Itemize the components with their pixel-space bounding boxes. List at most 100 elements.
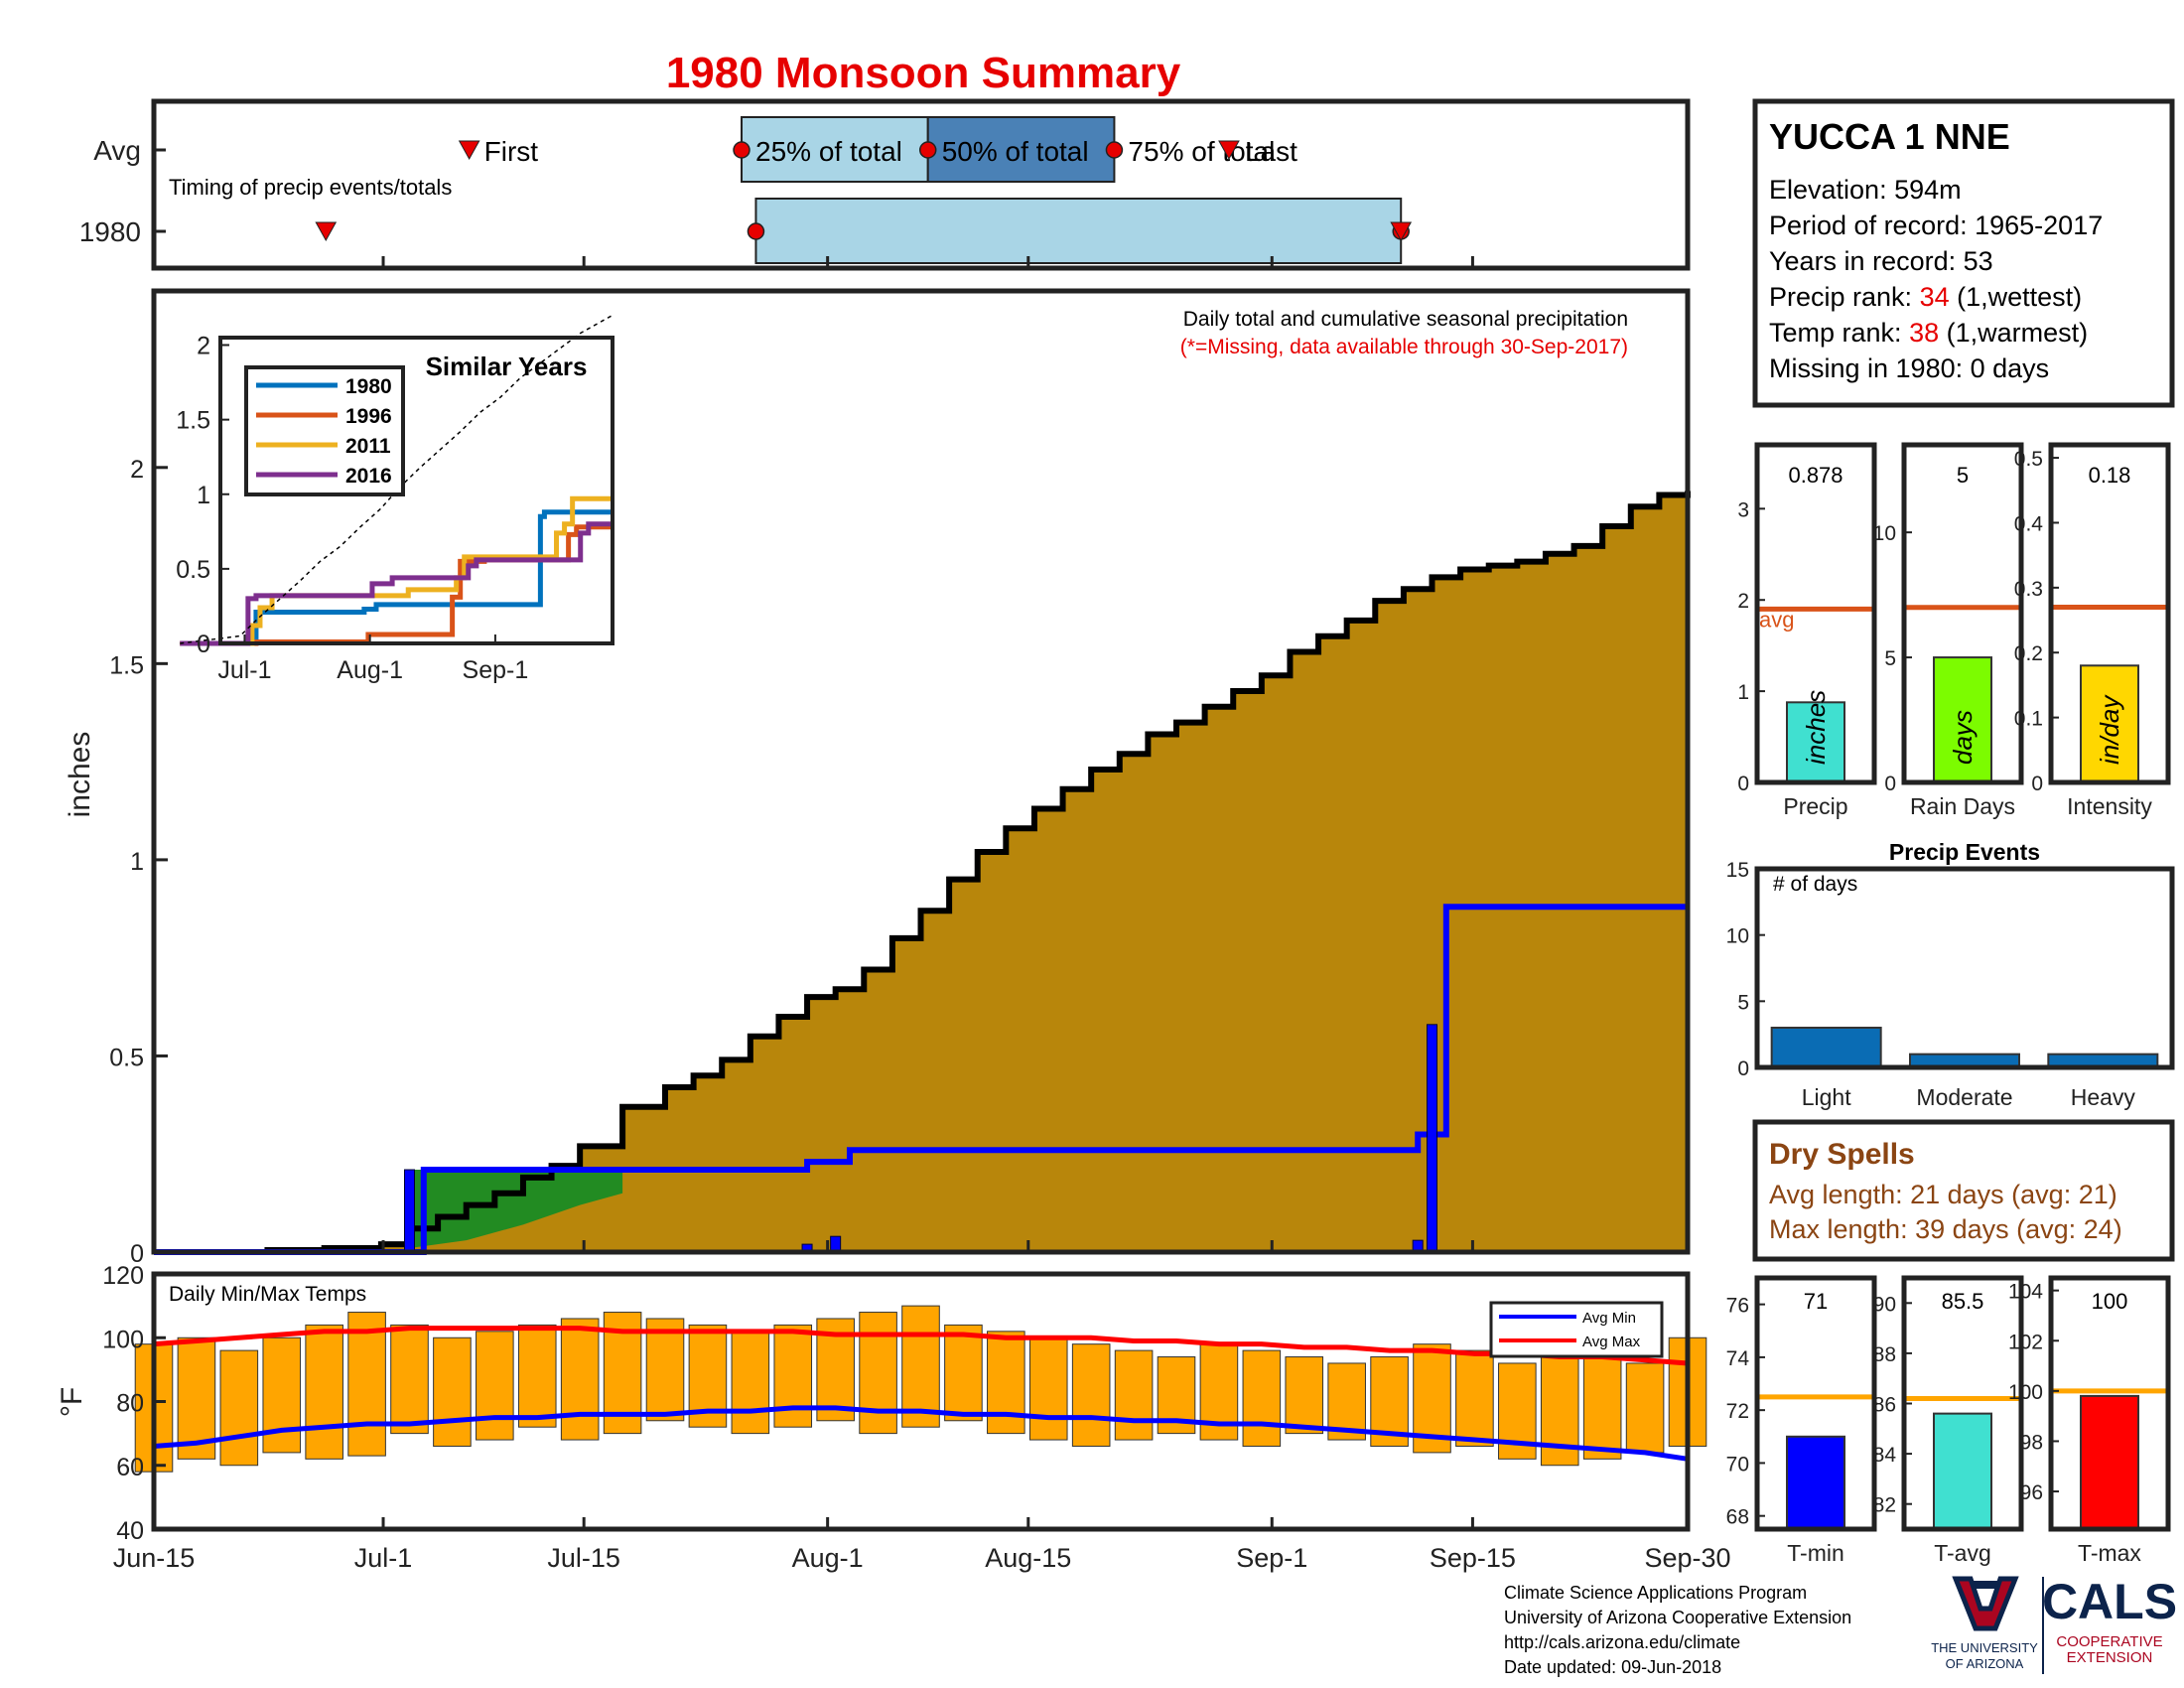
daily-temp-bar [1285, 1356, 1324, 1435]
small-bar-unit: in/day [2095, 694, 2124, 765]
inset-series-line-2016 [180, 521, 613, 646]
small-bar-frame [1754, 442, 1877, 785]
temp-y-tick-label: 100 [102, 1326, 144, 1353]
cumulative-precip-area [154, 491, 1688, 1252]
station-precip-rank: Precip rank: 34 (1,wettest) [1769, 282, 2082, 312]
daily-temp-bar [262, 1336, 302, 1454]
temp-bar-2 [2080, 1394, 2139, 1531]
avg-first-half-box [741, 116, 929, 183]
station-missing: Missing in 1980: 0 days [1769, 353, 2049, 383]
small-bar-1 [1933, 656, 1992, 784]
small-bar-label: Rain Days [1910, 793, 2015, 819]
station-temp-rank: Temp rank: 38 (1,warmest) [1769, 318, 2088, 348]
cals-logo-sub2: EXTENSION [2067, 1649, 2153, 1666]
x-tick-label: Sep-1 [1236, 1543, 1307, 1573]
small-bar-tick-label: 0 [1884, 773, 1896, 795]
small-bar-0 [1786, 701, 1845, 783]
year-last-marker [1390, 221, 1413, 242]
small-bar-tick-label: 5 [1884, 647, 1896, 670]
station-box [1752, 98, 2175, 408]
ua-a-bar [1972, 1581, 1999, 1589]
daily-temp-bar [305, 1324, 343, 1460]
small-bar-tick-label: 0.4 [2014, 512, 2044, 535]
avg-last-marker [1218, 140, 1240, 161]
daily-temp-bar [901, 1305, 940, 1428]
inset-x-tick-label: Jul-1 [217, 656, 271, 684]
inset-series-line-2011 [180, 495, 613, 646]
station-elevation: Elevation: 594m [1769, 175, 1962, 205]
daily-precip-bar [404, 1169, 415, 1253]
temp-bar-tick-label: 86 [1873, 1394, 1896, 1417]
daily-temp-bar [987, 1331, 1025, 1435]
event-category-label: Heavy [2071, 1084, 2136, 1110]
avg-q75-label: 75% of total [1128, 136, 1275, 167]
station-years: Years in record: 53 [1769, 246, 1993, 276]
year-first-marker [315, 221, 338, 242]
small-bar-unit: inches [1801, 690, 1831, 765]
daily-temp-bar [517, 1324, 557, 1428]
temp-panel-label: Daily Min/Max Temps [169, 1283, 366, 1306]
temp-bar-tick-label: 90 [1873, 1293, 1896, 1316]
event-bar [1770, 1027, 1882, 1068]
inset-average-line [180, 314, 614, 644]
daily-temp-bar [1071, 1343, 1111, 1447]
main-plot-frame [151, 288, 1691, 1255]
small-bar-unit: days [1948, 710, 1978, 765]
timing-row-label: 1980 [79, 216, 141, 247]
avg-q50-marker [918, 141, 937, 159]
inset-y-tick-label: 2 [197, 333, 210, 360]
temp-bar-tick-label: 84 [1873, 1444, 1897, 1467]
temp-bar-tick-label: 72 [1726, 1400, 1749, 1423]
avg-q25-label: 25% of total [755, 136, 902, 167]
inset-legend-label: 2011 [345, 435, 391, 458]
timing-row-label: Avg [93, 135, 141, 166]
daily-temp-bar [1242, 1349, 1282, 1447]
small-bar-tick-label: 10 [1873, 522, 1896, 545]
temp-bar-value: 100 [2092, 1289, 2128, 1314]
events-tick-label: 5 [1737, 991, 1749, 1014]
daily-precip-bar [1427, 1024, 1437, 1253]
inset-x-tick-label: Aug-1 [337, 656, 403, 684]
small-bar-tick-label: 1 [1737, 681, 1749, 704]
cals-logo-text: CALS [2042, 1574, 2177, 1629]
temp-bar-tick-label: 104 [2008, 1281, 2043, 1304]
deficit-area [409, 1170, 623, 1249]
temp-bar-tick-label: 74 [1726, 1347, 1750, 1370]
events-ylabel: # of days [1773, 873, 1857, 896]
avg-min-line [153, 1405, 1689, 1462]
small-bar-avg-label: avg [1759, 607, 1794, 632]
x-tick-label: Sep-15 [1430, 1543, 1516, 1573]
dry-spells-max: Max length: 39 days (avg: 24) [1769, 1214, 2122, 1244]
small-bar-tick-label: 2 [1737, 590, 1749, 613]
temp-y-label: °F [56, 1387, 88, 1417]
small-bar-tick-label: 0.3 [2014, 578, 2043, 601]
small-bar-value: 5 [1957, 463, 1969, 488]
ua-logo-line1: THE UNIVERSITY [1931, 1640, 2038, 1655]
daily-temp-bar [1028, 1336, 1068, 1441]
temp-bar-0 [1786, 1435, 1845, 1530]
dry-spells-box [1752, 1119, 2175, 1262]
event-category-label: Light [1802, 1084, 1851, 1110]
footer-line: University of Arizona Cooperative Extens… [1504, 1608, 1851, 1627]
main-y-tick-label: 1 [130, 848, 144, 876]
temp-bar-tick-label: 70 [1726, 1453, 1749, 1476]
daily-temp-bar [560, 1318, 600, 1441]
x-tick-label: Sep-30 [1644, 1543, 1730, 1573]
temp-bar-tick-label: 100 [2008, 1381, 2043, 1404]
dry-spells-avg: Avg length: 21 days (avg: 21) [1769, 1180, 2117, 1209]
daily-temp-bar [1455, 1349, 1494, 1447]
daily-temp-bar [773, 1324, 813, 1428]
main-y-label: inches [64, 732, 96, 818]
temp-bar-tick-label: 88 [1873, 1343, 1896, 1366]
inset-title: Similar Years [426, 352, 588, 381]
inset-x-tick-label: Sep-1 [463, 656, 529, 684]
small-bar-label: Intensity [2067, 793, 2152, 819]
x-tick-label: Jun-15 [113, 1543, 196, 1573]
cumulative-precip-line [154, 491, 1691, 1255]
temp-legend-label: Avg Min [1582, 1310, 1636, 1327]
inset-y-tick-label: 1 [197, 482, 210, 509]
footer-line: http://cals.arizona.edu/climate [1504, 1632, 1740, 1652]
small-bar-tick-label: 0 [1737, 773, 1749, 795]
main-y-tick-label: 2 [130, 456, 144, 484]
footer-line: Date updated: 09-Jun-2018 [1504, 1657, 1721, 1677]
